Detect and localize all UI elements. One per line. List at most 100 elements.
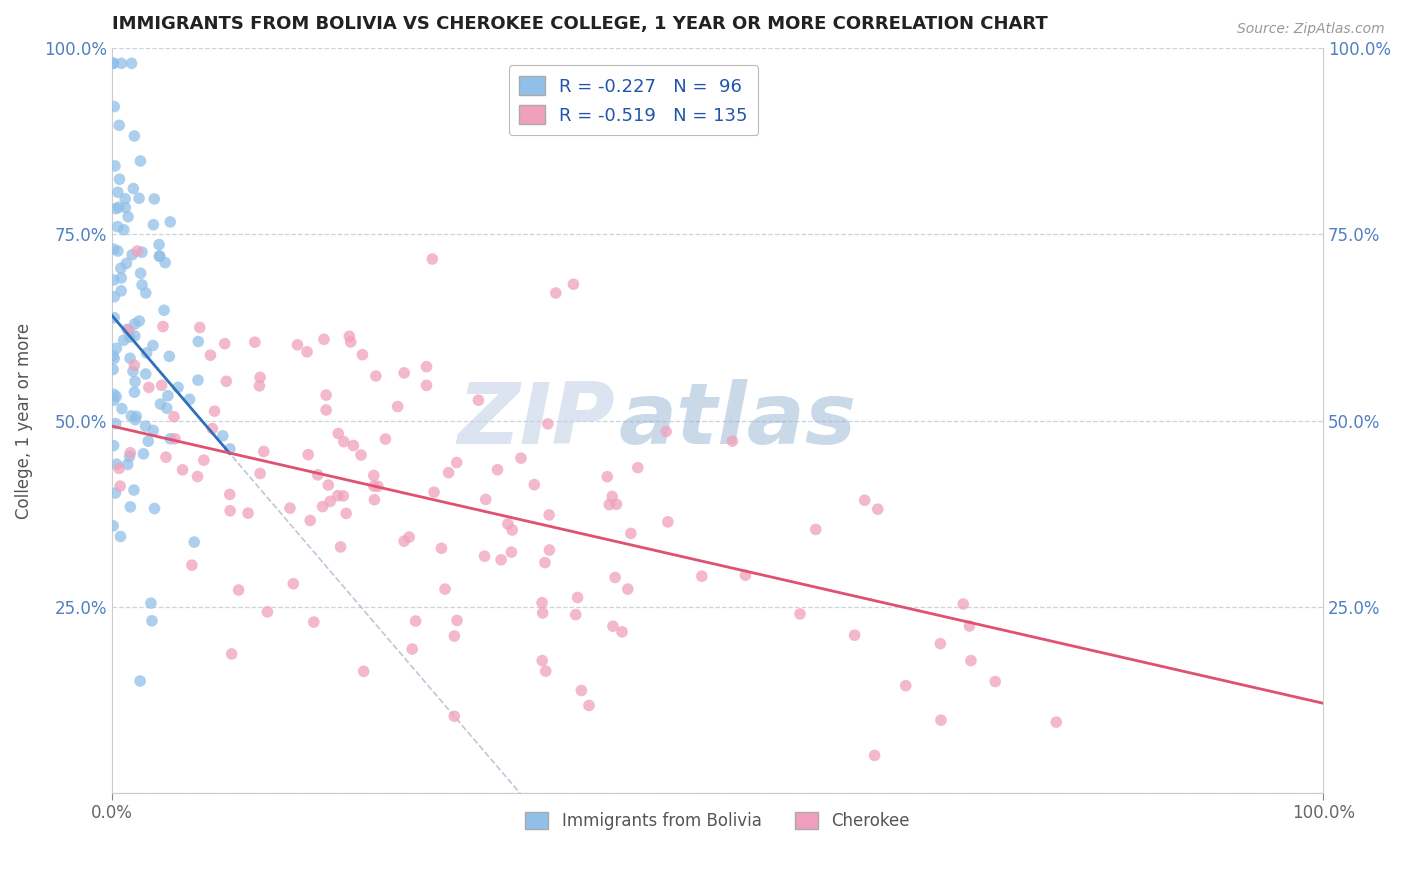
Point — [105, 457, 128, 471]
Point — [537, 417, 560, 431]
Point — [538, 543, 561, 558]
Point — [474, 549, 496, 564]
Point — [187, 334, 209, 349]
Point — [789, 607, 811, 621]
Point — [111, 401, 134, 416]
Point — [117, 458, 139, 472]
Point — [863, 748, 886, 763]
Point — [596, 469, 619, 483]
Point — [437, 466, 460, 480]
Point — [135, 367, 157, 381]
Point — [180, 558, 202, 573]
Point — [157, 349, 180, 363]
Point — [422, 252, 444, 266]
Point — [103, 349, 125, 363]
Point — [297, 448, 319, 462]
Point — [467, 393, 489, 408]
Point — [114, 192, 136, 206]
Point — [398, 530, 420, 544]
Point — [367, 479, 389, 493]
Point — [103, 56, 125, 70]
Point — [107, 200, 129, 214]
Point — [204, 404, 226, 418]
Point — [142, 338, 165, 352]
Point — [120, 500, 142, 514]
Point — [121, 248, 143, 262]
Point — [163, 432, 186, 446]
Point — [342, 438, 364, 452]
Point — [339, 334, 361, 349]
Point — [315, 388, 337, 402]
Point — [103, 387, 125, 401]
Point — [135, 346, 157, 360]
Point — [363, 468, 385, 483]
Point — [124, 329, 146, 343]
Point — [103, 310, 125, 325]
Point — [318, 478, 340, 492]
Point — [186, 469, 208, 483]
Point — [496, 516, 519, 531]
Point — [415, 359, 437, 374]
Point — [253, 444, 276, 458]
Point — [124, 375, 146, 389]
Legend: Immigrants from Bolivia, Cherokee: Immigrants from Bolivia, Cherokee — [519, 805, 917, 837]
Point — [104, 417, 127, 431]
Point — [218, 442, 240, 456]
Point — [315, 403, 337, 417]
Point — [952, 597, 974, 611]
Point — [655, 425, 678, 439]
Point — [352, 348, 374, 362]
Point — [307, 467, 329, 482]
Point — [510, 451, 533, 466]
Point — [108, 172, 131, 186]
Point — [112, 223, 135, 237]
Point — [657, 515, 679, 529]
Point — [247, 379, 270, 393]
Point — [104, 202, 127, 216]
Point — [201, 421, 224, 435]
Point — [866, 502, 889, 516]
Point — [337, 329, 360, 343]
Point — [159, 432, 181, 446]
Point — [256, 605, 278, 619]
Point — [228, 582, 250, 597]
Point — [602, 619, 624, 633]
Point — [120, 351, 142, 366]
Point — [188, 320, 211, 334]
Point — [690, 569, 713, 583]
Point — [200, 348, 222, 362]
Point — [929, 637, 952, 651]
Point — [125, 409, 148, 424]
Point — [112, 333, 135, 347]
Point — [118, 450, 141, 464]
Point — [287, 338, 309, 352]
Point — [844, 628, 866, 642]
Point — [114, 201, 136, 215]
Point — [328, 426, 350, 441]
Point — [392, 366, 415, 380]
Point — [538, 508, 561, 522]
Point — [143, 501, 166, 516]
Point — [127, 244, 149, 258]
Point — [401, 642, 423, 657]
Point — [283, 576, 305, 591]
Point — [423, 485, 446, 500]
Point — [110, 529, 132, 543]
Point — [124, 385, 146, 400]
Point — [141, 614, 163, 628]
Point — [103, 351, 125, 366]
Point — [131, 245, 153, 260]
Point — [143, 192, 166, 206]
Point — [149, 249, 172, 263]
Point — [564, 607, 586, 622]
Point — [103, 439, 125, 453]
Point — [364, 369, 387, 384]
Point — [312, 332, 335, 346]
Point — [121, 56, 143, 70]
Point — [108, 479, 131, 493]
Point — [363, 492, 385, 507]
Point — [278, 501, 301, 516]
Point — [110, 56, 132, 70]
Point — [120, 409, 142, 423]
Point — [105, 390, 128, 404]
